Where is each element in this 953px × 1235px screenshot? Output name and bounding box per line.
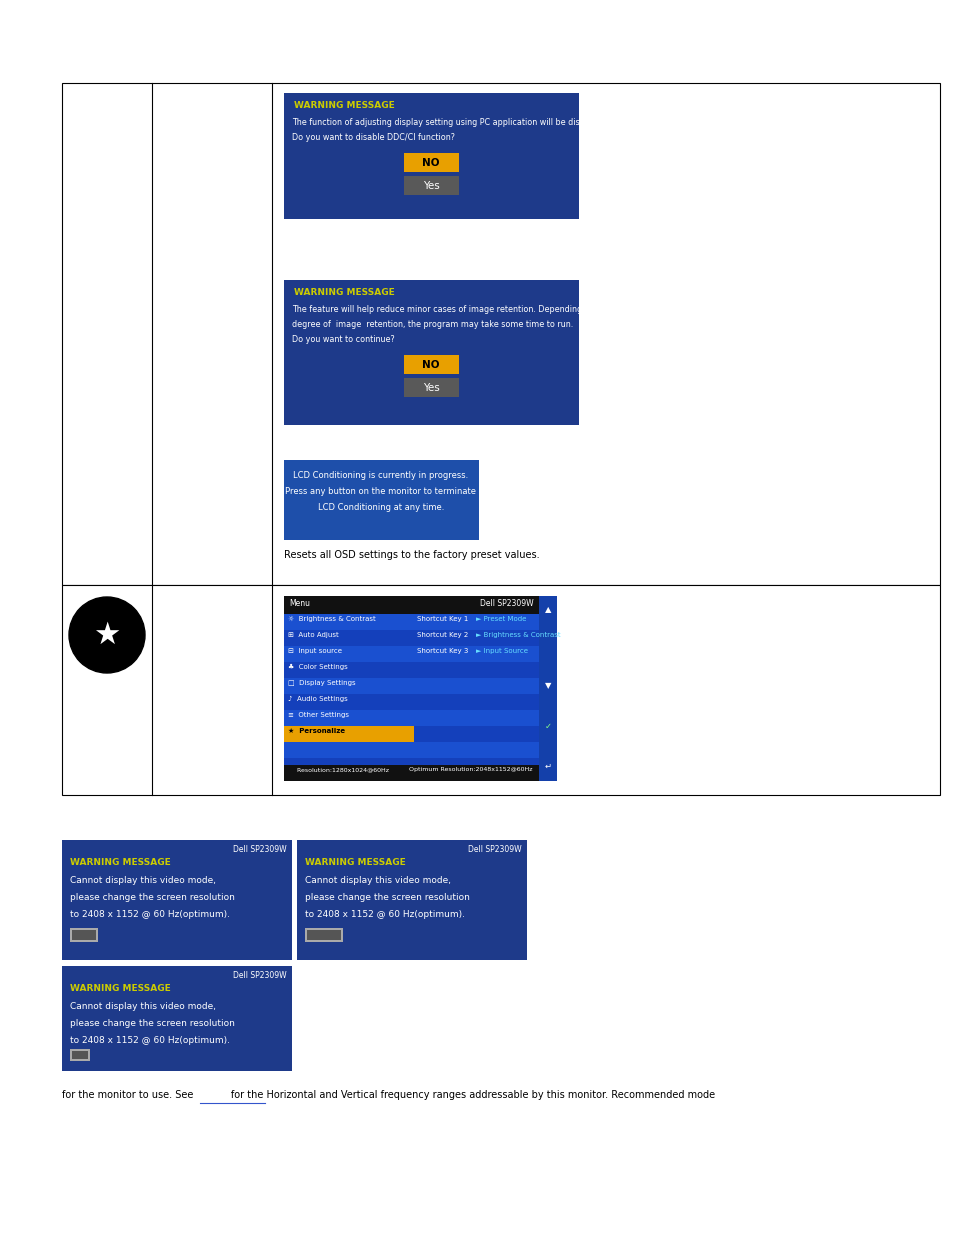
Text: for the monitor to use. See            for the Horizontal and Vertical frequency: for the monitor to use. See for the Hori… xyxy=(62,1091,715,1100)
Bar xyxy=(403,177,458,195)
Text: WARNING MESSAGE: WARNING MESSAGE xyxy=(294,101,395,110)
Bar xyxy=(403,153,458,172)
Text: ► Brightness & Contrast: ► Brightness & Contrast xyxy=(476,632,560,638)
Bar xyxy=(284,726,414,742)
Text: ♪  Audio Settings: ♪ Audio Settings xyxy=(288,697,348,703)
Bar xyxy=(62,585,939,795)
Bar xyxy=(70,1049,90,1061)
Text: LCD Conditioning is currently in progress.: LCD Conditioning is currently in progres… xyxy=(294,472,468,480)
Text: Cannot display this video mode,: Cannot display this video mode, xyxy=(70,876,215,885)
Bar xyxy=(284,694,538,710)
Text: ► Preset Mode: ► Preset Mode xyxy=(476,616,526,622)
Text: ★: ★ xyxy=(93,620,121,650)
Bar xyxy=(284,742,538,758)
Bar xyxy=(414,726,538,742)
Bar xyxy=(403,378,458,396)
Bar xyxy=(70,927,98,942)
Text: □  Display Settings: □ Display Settings xyxy=(288,680,355,685)
Text: ► Input Source: ► Input Source xyxy=(476,648,527,655)
Bar xyxy=(284,597,538,614)
Bar xyxy=(284,710,538,726)
Text: ⊟  Input source: ⊟ Input source xyxy=(288,648,341,655)
Text: Optimum Resolution:2048x1152@60Hz: Optimum Resolution:2048x1152@60Hz xyxy=(409,767,532,772)
Text: ☼  Brightness & Contrast: ☼ Brightness & Contrast xyxy=(288,616,375,622)
Bar xyxy=(284,646,538,662)
Bar xyxy=(284,758,538,774)
Text: Menu: Menu xyxy=(289,599,310,608)
Text: ▼: ▼ xyxy=(544,682,551,690)
Text: The feature will help reduce minor cases of image retention. Depending on the: The feature will help reduce minor cases… xyxy=(292,305,610,314)
Text: Shortcut Key 1: Shortcut Key 1 xyxy=(416,616,468,622)
Bar xyxy=(284,630,538,646)
Bar xyxy=(538,597,557,781)
Bar xyxy=(62,966,292,1071)
Bar xyxy=(71,930,96,940)
Bar xyxy=(62,840,292,960)
Bar xyxy=(296,840,526,960)
Text: Cannot display this video mode,: Cannot display this video mode, xyxy=(305,876,451,885)
Text: WARNING MESSAGE: WARNING MESSAGE xyxy=(294,288,395,296)
Text: ↵: ↵ xyxy=(544,762,551,771)
Bar xyxy=(284,459,478,540)
Bar xyxy=(284,662,538,678)
Bar xyxy=(71,1051,88,1058)
Text: ♣  Color Settings: ♣ Color Settings xyxy=(288,664,348,671)
Text: Do you want to disable DDC/CI function?: Do you want to disable DDC/CI function? xyxy=(292,133,455,142)
Text: ★  Personalize: ★ Personalize xyxy=(288,727,345,734)
Text: LCD Conditioning at any time.: LCD Conditioning at any time. xyxy=(317,504,444,513)
Text: to 2408 x 1152 @ 60 Hz(optimum).: to 2408 x 1152 @ 60 Hz(optimum). xyxy=(70,910,230,919)
Text: Dell SP2309W: Dell SP2309W xyxy=(468,845,521,853)
Text: Dell SP2309W: Dell SP2309W xyxy=(233,845,287,853)
Text: Yes: Yes xyxy=(422,383,439,393)
Text: degree of  image  retention, the program may take some time to run.: degree of image retention, the program m… xyxy=(292,320,573,329)
Text: to 2408 x 1152 @ 60 Hz(optimum).: to 2408 x 1152 @ 60 Hz(optimum). xyxy=(305,910,464,919)
Text: Shortcut Key 2: Shortcut Key 2 xyxy=(416,632,468,638)
Text: Cannot display this video mode,: Cannot display this video mode, xyxy=(70,1002,215,1011)
Text: ⊞  Auto Adjust: ⊞ Auto Adjust xyxy=(288,632,338,638)
Bar xyxy=(284,614,538,630)
Bar xyxy=(307,930,340,940)
Text: please change the screen resolution: please change the screen resolution xyxy=(70,1019,234,1028)
Bar xyxy=(284,597,538,781)
Bar xyxy=(403,354,458,374)
Text: Resets all OSD settings to the factory preset values.: Resets all OSD settings to the factory p… xyxy=(284,550,539,559)
Text: WARNING MESSAGE: WARNING MESSAGE xyxy=(70,858,171,867)
Text: Yes: Yes xyxy=(422,182,439,191)
Text: NO: NO xyxy=(422,359,439,370)
Text: ✓: ✓ xyxy=(544,721,551,730)
Text: ≡  Other Settings: ≡ Other Settings xyxy=(288,713,349,718)
Text: WARNING MESSAGE: WARNING MESSAGE xyxy=(70,984,171,993)
Text: to 2408 x 1152 @ 60 Hz(optimum).: to 2408 x 1152 @ 60 Hz(optimum). xyxy=(70,1036,230,1045)
Text: Dell SP2309W: Dell SP2309W xyxy=(480,599,534,608)
Bar xyxy=(284,280,578,425)
Text: Dell SP2309W: Dell SP2309W xyxy=(233,971,287,981)
Bar xyxy=(284,93,578,219)
Text: The function of adjusting display setting using PC application will be disabled.: The function of adjusting display settin… xyxy=(292,119,604,127)
Text: WARNING MESSAGE: WARNING MESSAGE xyxy=(305,858,405,867)
Text: please change the screen resolution: please change the screen resolution xyxy=(70,893,234,902)
Text: Shortcut Key 3: Shortcut Key 3 xyxy=(416,648,468,655)
Text: Do you want to continue?: Do you want to continue? xyxy=(292,335,395,345)
Circle shape xyxy=(69,597,145,673)
Bar xyxy=(284,678,538,694)
Text: Resolution:1280x1024@60Hz: Resolution:1280x1024@60Hz xyxy=(287,767,389,772)
Bar xyxy=(62,83,939,585)
Text: NO: NO xyxy=(422,158,439,168)
Bar xyxy=(284,764,538,781)
Bar xyxy=(305,927,343,942)
Text: ▲: ▲ xyxy=(544,605,551,615)
Text: please change the screen resolution: please change the screen resolution xyxy=(305,893,470,902)
Text: Press any button on the monitor to terminate: Press any button on the monitor to termi… xyxy=(285,488,476,496)
